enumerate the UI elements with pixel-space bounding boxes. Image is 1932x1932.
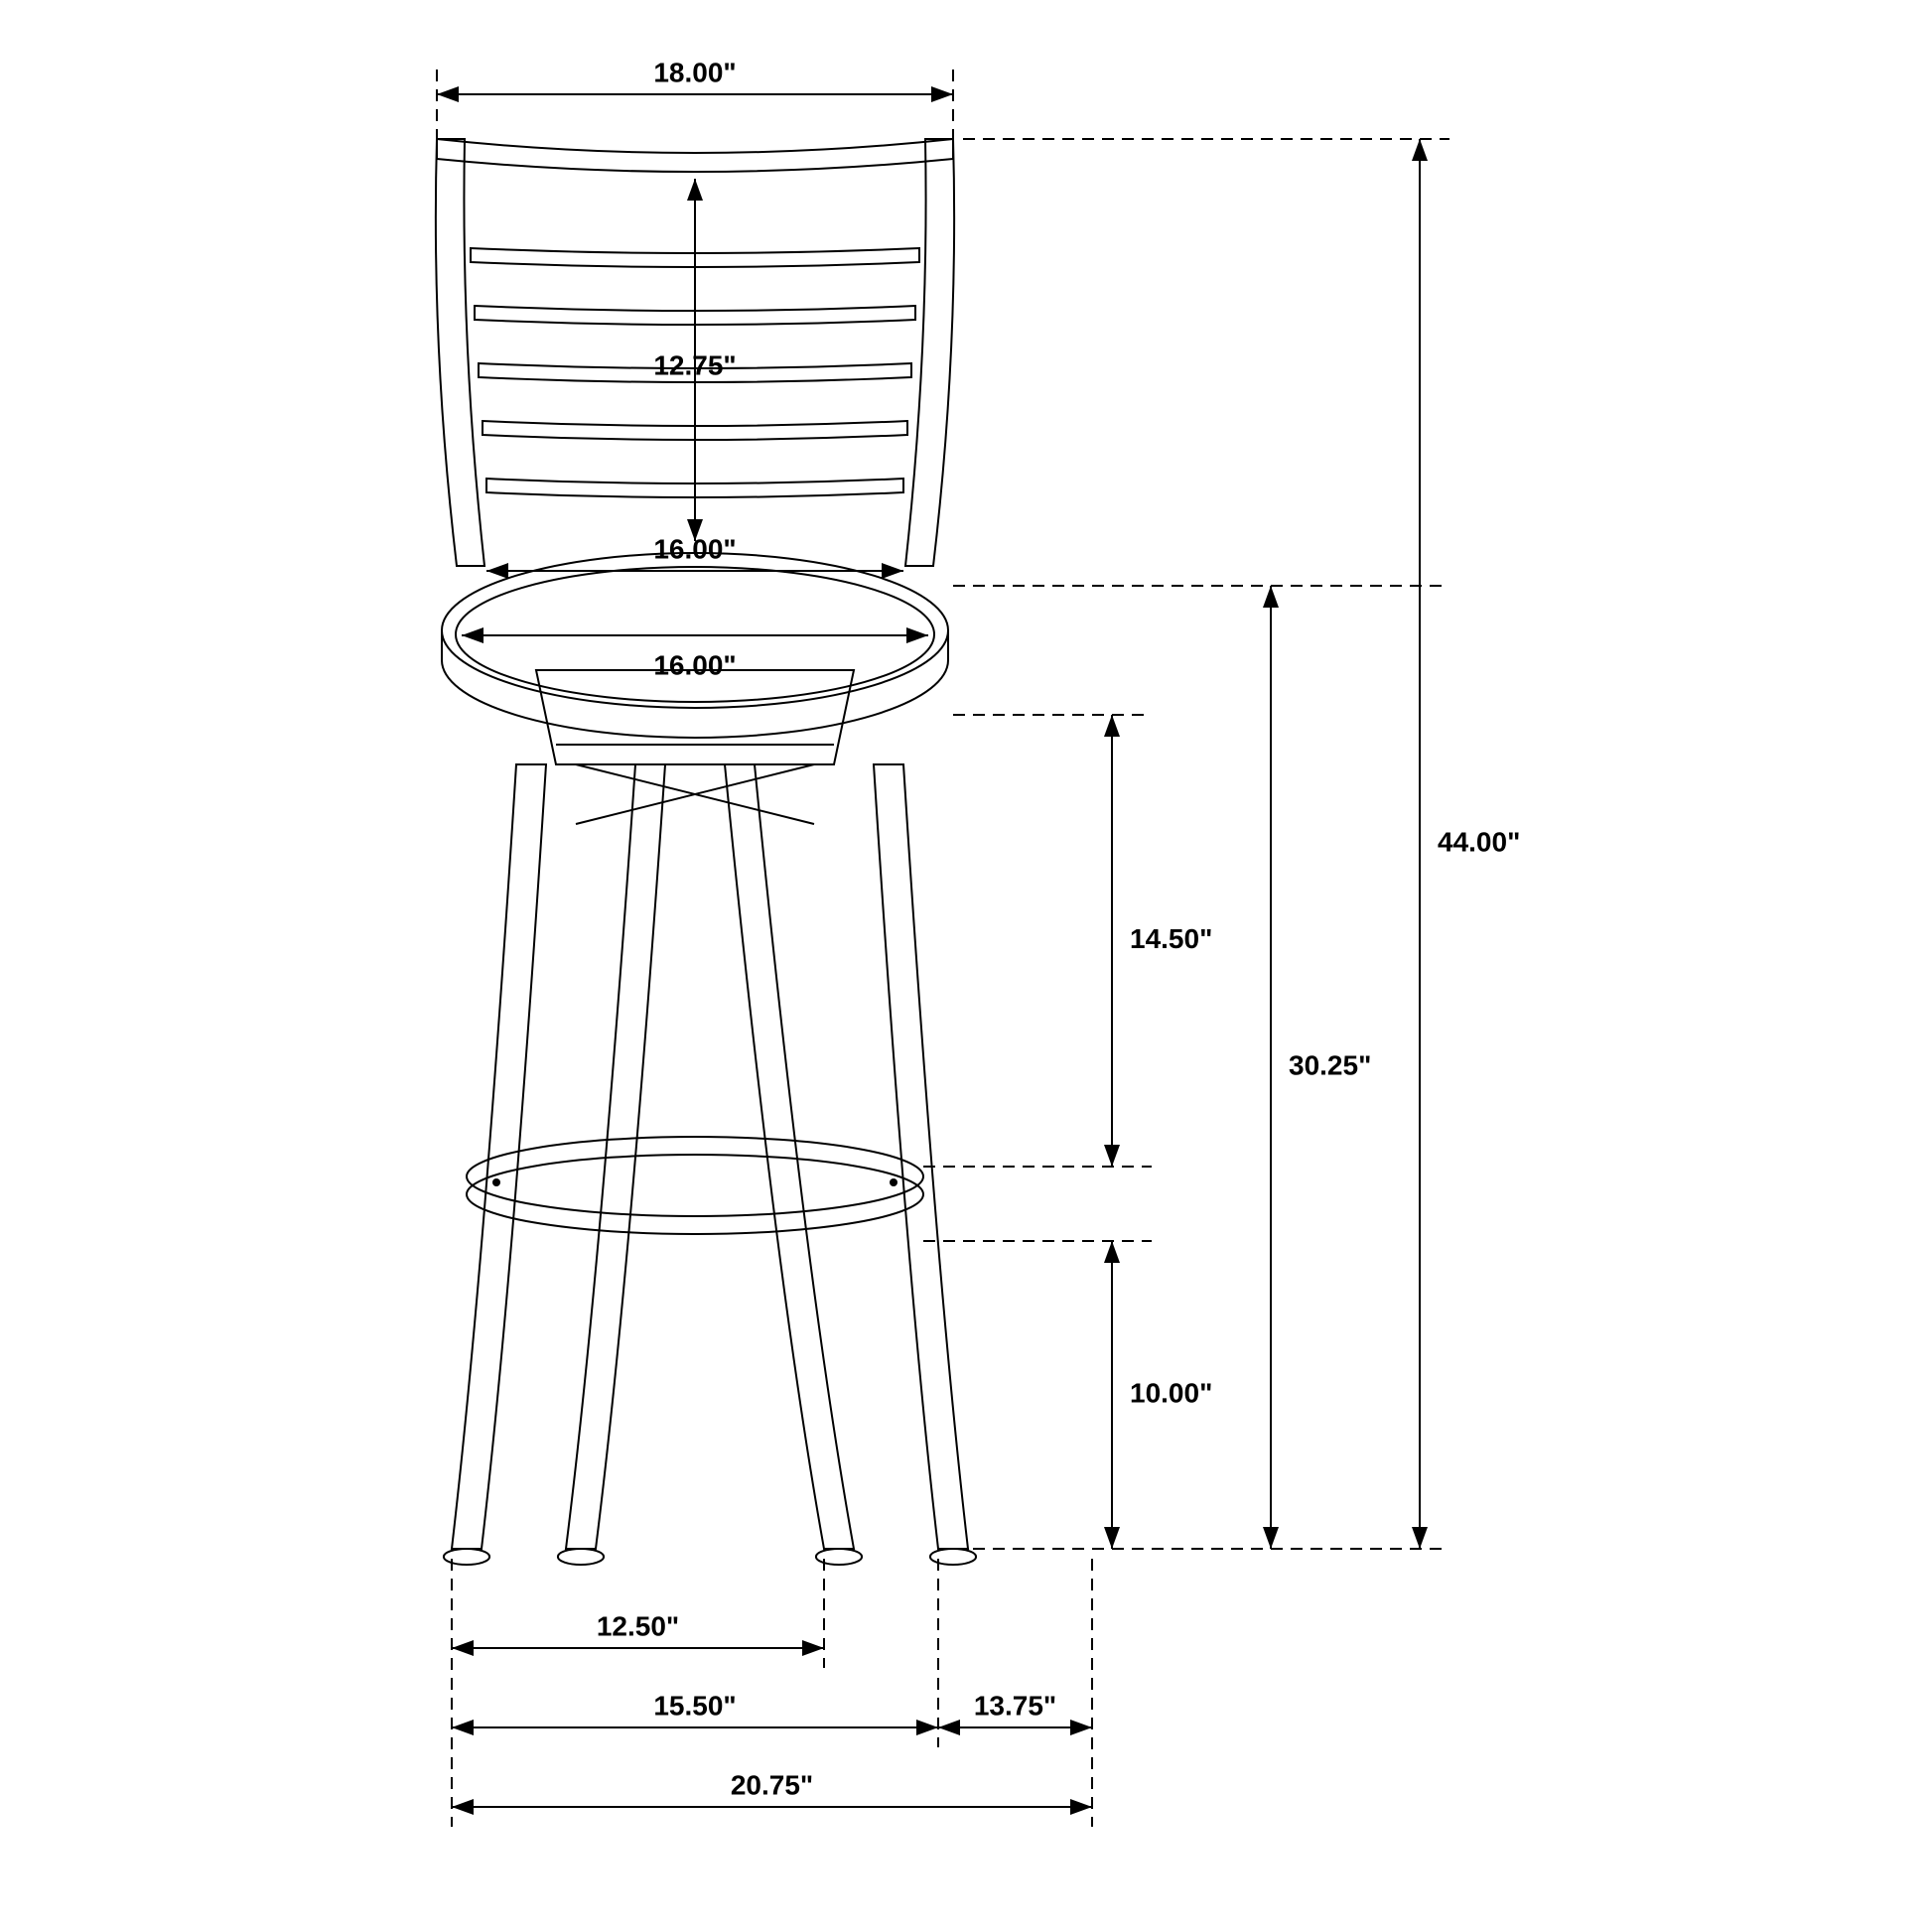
dimension-label: 12.75" — [653, 349, 736, 380]
dimension-label: 20.75" — [731, 1769, 813, 1800]
dim: 18.00" — [437, 57, 953, 102]
dimension-label: 44.00" — [1438, 826, 1520, 857]
dimension-label: 15.50" — [653, 1690, 736, 1721]
dim: 10.00" — [1104, 1241, 1212, 1549]
dimension-label: 16.00" — [653, 649, 736, 680]
dimension-label: 30.25" — [1289, 1049, 1371, 1080]
dim: 15.50" — [452, 1690, 938, 1735]
dimension-label: 13.75" — [974, 1690, 1056, 1721]
dim: 44.00" — [1412, 139, 1520, 1549]
dim: 13.75" — [938, 1690, 1092, 1735]
dim: 12.50" — [452, 1610, 824, 1656]
dim: 30.25" — [1263, 586, 1371, 1549]
dimension-label: 18.00" — [653, 57, 736, 87]
dimension-label: 10.00" — [1130, 1377, 1212, 1408]
dim: 12.75" — [653, 179, 736, 541]
dim: 16.00" — [486, 533, 903, 579]
dimension-label: 14.50" — [1130, 923, 1212, 954]
dimension-drawing: 18.00" 12.75" 16.00" 16.00" 44.00" 30.25" 14.5… — [0, 0, 1932, 1932]
dim: 16.00" — [462, 627, 928, 680]
dimension-label: 16.00" — [653, 533, 736, 564]
dim: 14.50" — [1104, 715, 1212, 1167]
dim: 20.75" — [452, 1769, 1092, 1815]
dimension-label: 12.50" — [597, 1610, 679, 1641]
